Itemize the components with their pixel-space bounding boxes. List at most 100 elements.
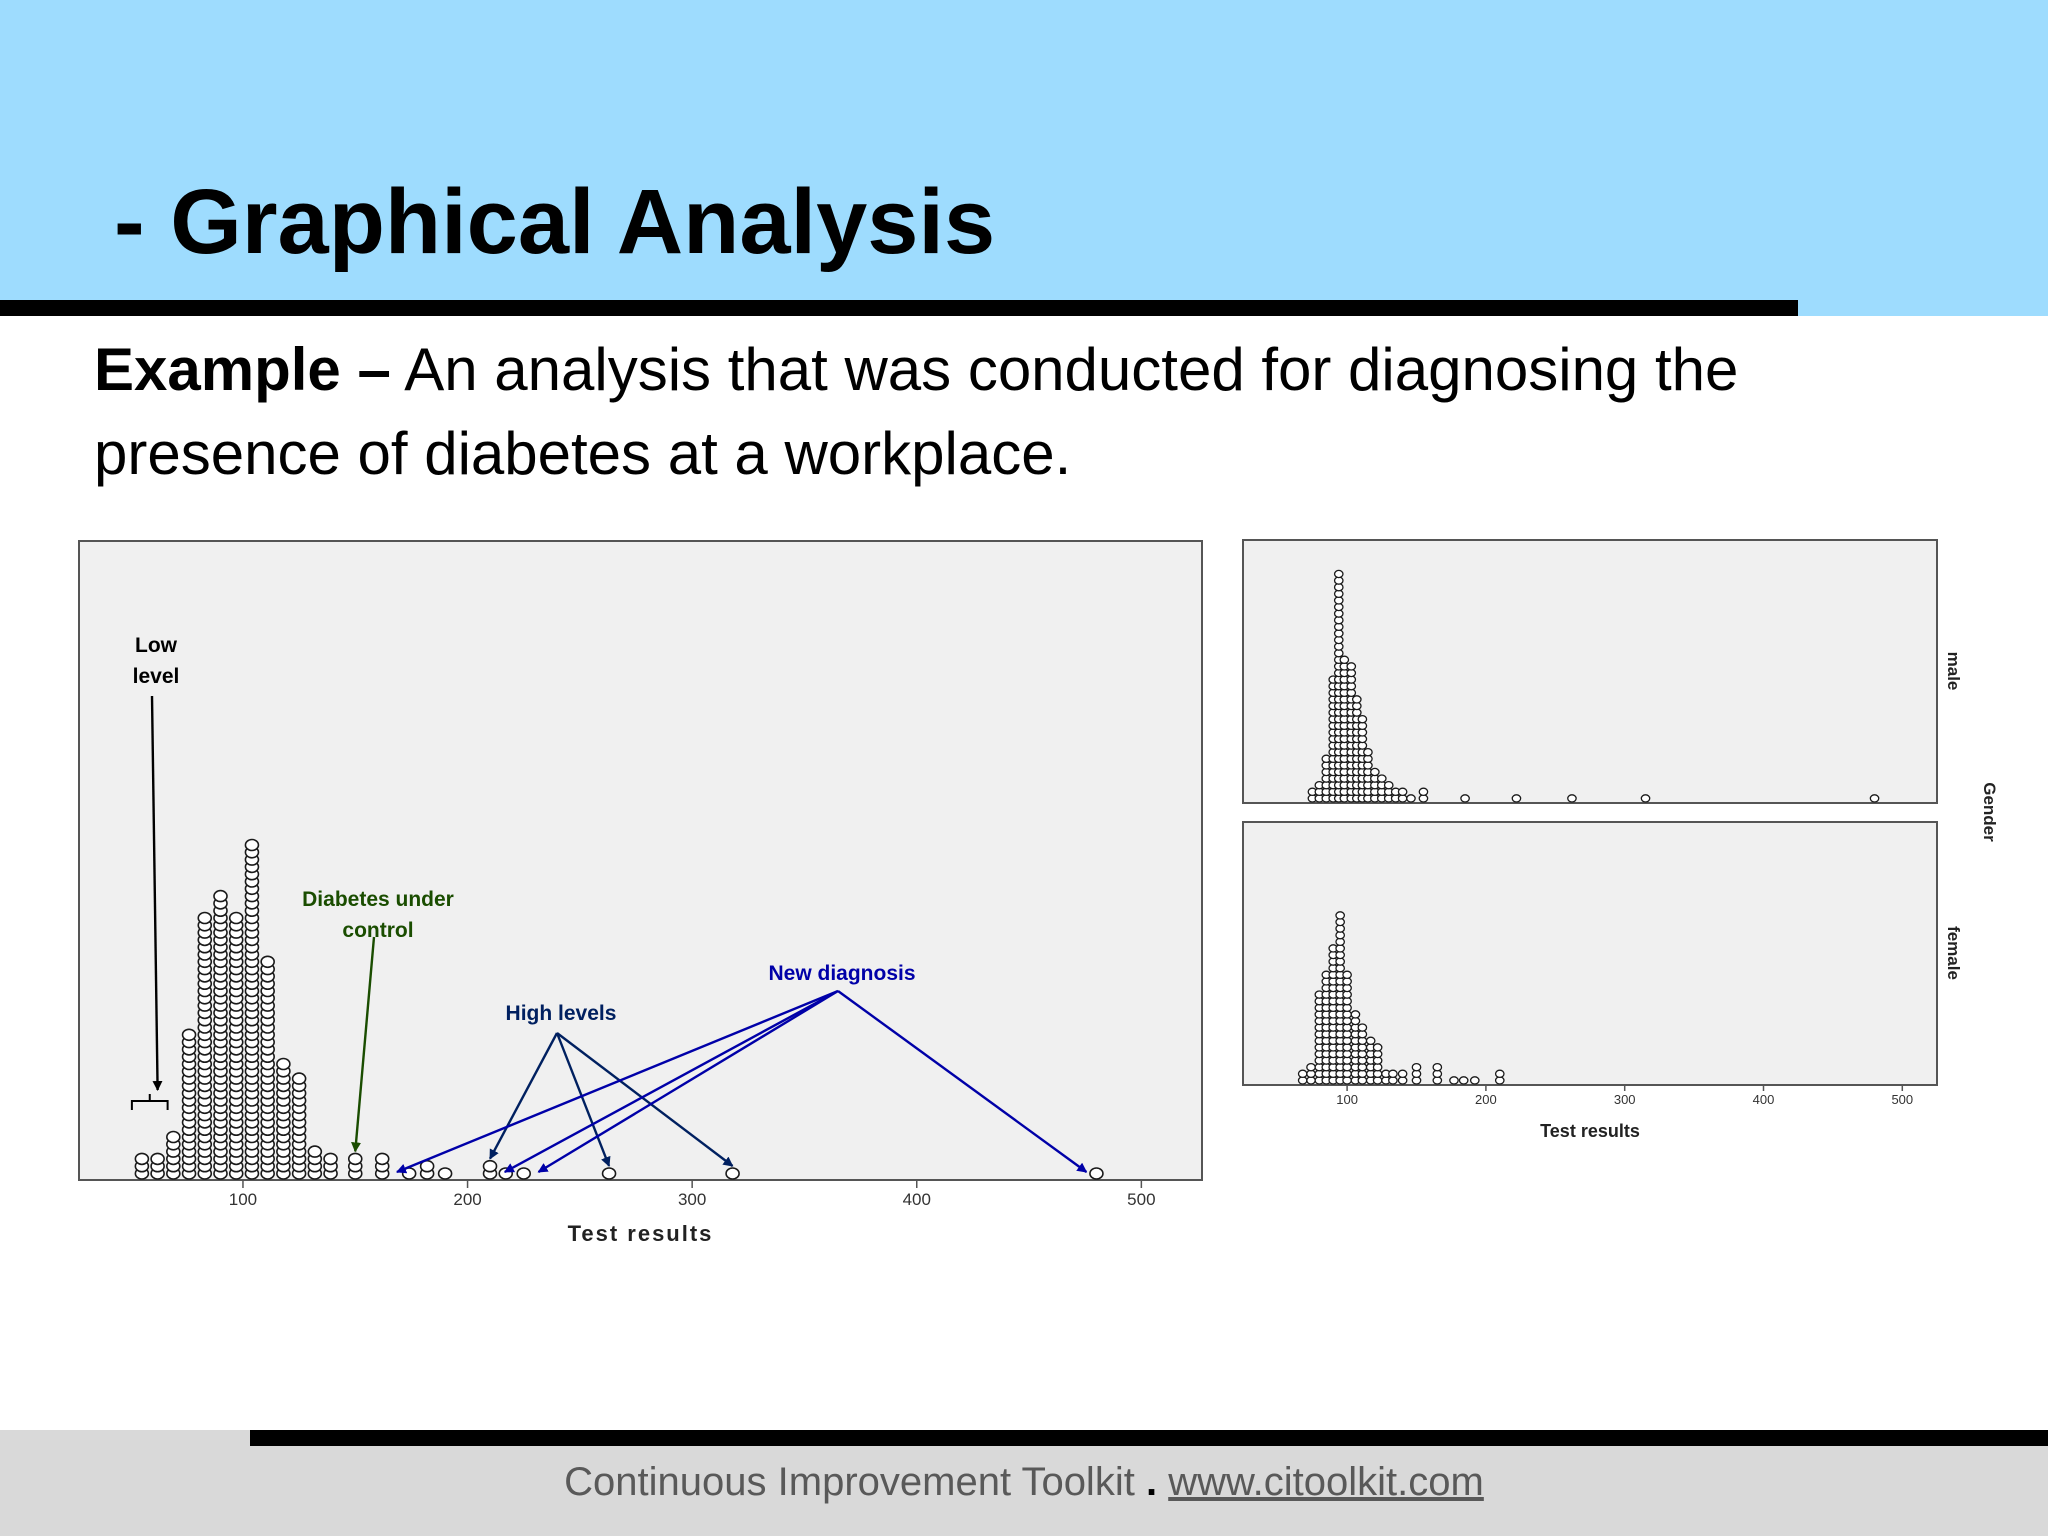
annotation-arrow — [396, 989, 839, 1174]
data-point — [1869, 794, 1880, 803]
data-point — [1406, 794, 1416, 803]
x-tick-label: 500 — [1891, 1092, 1913, 1107]
data-point — [323, 1152, 338, 1166]
data-point — [134, 1152, 150, 1166]
x-tick-label: 300 — [1614, 1092, 1636, 1107]
data-point — [1640, 794, 1651, 803]
example-text: An analysis that was conducted for diagn… — [94, 336, 1739, 487]
female-dot-plot: 100 200 300 400 500 Test results female — [1242, 821, 1963, 1141]
data-point — [516, 1167, 532, 1180]
data-point — [1397, 787, 1408, 797]
x-axis-label: Test results — [568, 1221, 714, 1246]
annotation-arrow — [837, 990, 1088, 1173]
data-point — [482, 1159, 498, 1173]
data-point — [166, 1130, 181, 1144]
data-point — [1372, 1043, 1383, 1052]
footer-brand: Continuous Improvement Toolkit — [564, 1460, 1135, 1504]
data-point — [1357, 1023, 1368, 1032]
x-tick-label: 200 — [1475, 1092, 1497, 1107]
annotation-arrow — [537, 989, 839, 1174]
data-point — [291, 1072, 307, 1085]
x-tick-label: 500 — [1127, 1190, 1155, 1209]
header-band — [0, 0, 2048, 316]
example-paragraph: Example – An analysis that was conducted… — [94, 328, 1994, 496]
annotation-arrow — [150, 695, 163, 1091]
annotation-line: Diabetes under — [302, 888, 454, 911]
data-point — [1449, 1076, 1459, 1085]
data-point — [150, 1152, 165, 1166]
data-point — [1411, 1062, 1422, 1072]
footer-link[interactable]: www.citoolkit.com — [1168, 1460, 1484, 1504]
data-point — [1297, 1069, 1308, 1079]
data-point — [1333, 569, 1344, 579]
data-point — [1567, 794, 1577, 803]
annotation-line: level — [133, 665, 180, 688]
annotation-label: Low level — [133, 634, 180, 688]
annotation-label: New diagnosis — [768, 962, 915, 985]
low-level-bracket — [130, 1094, 169, 1110]
data-point — [307, 1145, 323, 1158]
annotation-line: Low — [135, 634, 178, 657]
data-point — [437, 1167, 453, 1180]
data-point — [1335, 911, 1346, 920]
annotation-arrow — [555, 1032, 611, 1167]
annotation-arrow — [488, 1032, 559, 1160]
annotation-line: New diagnosis — [768, 962, 915, 985]
data-point — [1418, 787, 1429, 797]
data-point — [244, 838, 260, 852]
group-label: Gender — [1980, 782, 1999, 842]
annotation-arrow — [351, 936, 376, 1153]
data-point — [260, 955, 275, 969]
annotation-label: Diabetes under control — [302, 888, 454, 942]
data-point — [1376, 774, 1387, 783]
x-tick-label: 400 — [903, 1190, 931, 1209]
panel-label-male: male — [1944, 652, 1963, 691]
data-point — [725, 1167, 740, 1180]
data-point — [374, 1152, 390, 1166]
footer: Continuous Improvement Toolkit . www.cit… — [0, 1460, 2048, 1505]
data-point — [197, 911, 213, 925]
data-point — [1494, 1069, 1505, 1079]
data-point — [1357, 714, 1368, 724]
data-point — [1511, 794, 1522, 803]
x-tick-label: 100 — [1336, 1092, 1358, 1107]
annotation-line: control — [342, 919, 413, 942]
data-point — [1383, 780, 1394, 790]
data-point — [347, 1152, 363, 1166]
annotation-arrow — [503, 989, 839, 1174]
data-point — [1306, 1062, 1316, 1072]
data-point — [1432, 1062, 1443, 1072]
footer-band — [0, 1430, 2048, 1536]
data-point — [1365, 1036, 1376, 1046]
data-point — [1342, 970, 1352, 980]
header-rule — [0, 300, 1798, 316]
x-tick-label: 200 — [453, 1190, 481, 1209]
x-axis-label: Test results — [1540, 1121, 1640, 1141]
data-point — [181, 1028, 197, 1042]
data-point — [1350, 1010, 1361, 1019]
data-point — [1397, 1069, 1408, 1079]
x-tick-label: 400 — [1753, 1092, 1775, 1107]
annotation-label: High levels — [506, 1002, 617, 1025]
x-tick-label: 300 — [678, 1190, 706, 1209]
data-point — [1469, 1076, 1480, 1085]
data-point — [1460, 794, 1470, 803]
data-point — [1339, 655, 1350, 665]
data-point — [213, 889, 228, 903]
slide-title: - Graphical Analysis — [114, 171, 996, 273]
panel-label-female: female — [1944, 926, 1963, 980]
data-point — [1363, 747, 1373, 757]
data-point — [1346, 662, 1357, 671]
footer-separator: . — [1145, 1460, 1158, 1504]
main-dot-plot: 100 200 300 400 500 Test results Low level Diabe… — [78, 540, 1203, 1246]
x-tick-label: 100 — [229, 1190, 257, 1209]
annotation-arrow — [556, 1032, 734, 1167]
data-point — [1351, 695, 1362, 704]
data-point — [1089, 1167, 1104, 1180]
data-point — [228, 911, 244, 925]
annotation-line: High levels — [506, 1002, 617, 1025]
data-point — [1388, 1069, 1398, 1079]
data-point — [1370, 767, 1380, 777]
data-point — [601, 1167, 617, 1180]
